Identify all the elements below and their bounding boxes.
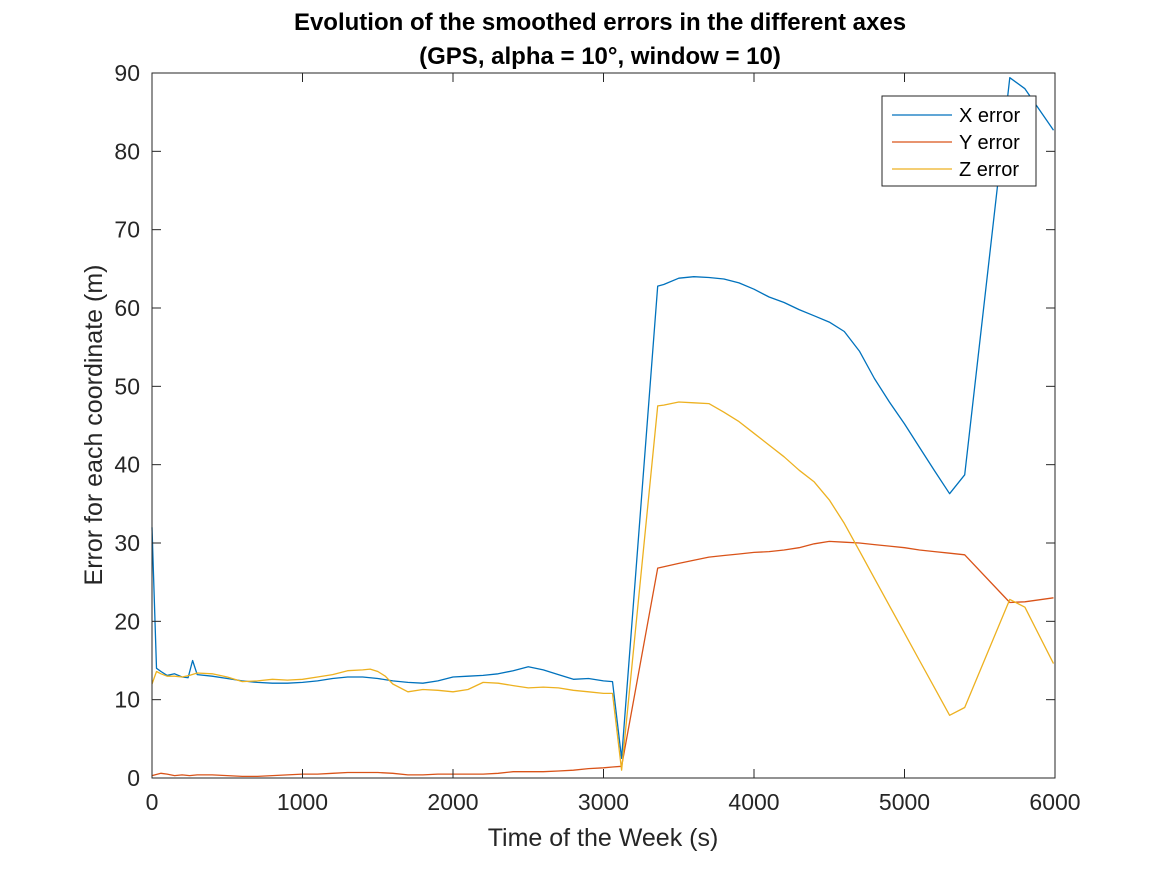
legend-label-z-error: Z error bbox=[959, 159, 1019, 181]
y-tick-label: 50 bbox=[114, 373, 140, 399]
chart-title: Evolution of the smoothed errors in the … bbox=[294, 9, 906, 36]
series-line-z-error bbox=[151, 401, 1055, 771]
x-tick-label: 6000 bbox=[1029, 789, 1080, 815]
plot-background bbox=[152, 73, 1055, 778]
legend-box bbox=[881, 95, 1037, 187]
y-tick-label: 60 bbox=[114, 295, 140, 321]
y-tick-label: 10 bbox=[114, 687, 140, 713]
y-tick-label: 0 bbox=[127, 765, 140, 791]
y-tick-label: 30 bbox=[114, 530, 140, 556]
y-axis-ticks: 0 10 20 30 40 50 60 70 80 90 bbox=[114, 60, 1055, 791]
x-axis-ticks: 0 1000 2000 3000 4000 5000 6000 bbox=[146, 73, 1081, 815]
plot-area bbox=[152, 73, 1055, 778]
y-tick-label: 20 bbox=[114, 608, 140, 634]
y-tick-label: 40 bbox=[114, 452, 140, 478]
x-axis-label: Time of the Week (s) bbox=[488, 824, 719, 852]
x-tick-label: 3000 bbox=[578, 789, 629, 815]
legend-label-y-error: Y error bbox=[959, 132, 1020, 154]
series-layer bbox=[151, 77, 1055, 778]
chart-subtitle: (GPS, alpha = 10°, window = 10) bbox=[419, 43, 781, 70]
y-tick-label: 70 bbox=[114, 217, 140, 243]
x-tick-label: 5000 bbox=[879, 789, 930, 815]
y-tick-label: 90 bbox=[114, 60, 140, 86]
x-tick-label: 1000 bbox=[277, 789, 328, 815]
x-tick-label: 2000 bbox=[427, 789, 478, 815]
series-line-y-error bbox=[151, 540, 1054, 778]
x-tick-label: 4000 bbox=[728, 789, 779, 815]
y-tick-label: 80 bbox=[114, 138, 140, 164]
y-axis-label: Error for each coordinate (m) bbox=[80, 265, 108, 586]
legend-label-x-error: X error bbox=[959, 105, 1020, 127]
legend: X error Y error Z error bbox=[881, 95, 1037, 187]
x-tick-label: 0 bbox=[146, 789, 159, 815]
series-line-x-error bbox=[151, 77, 1055, 760]
